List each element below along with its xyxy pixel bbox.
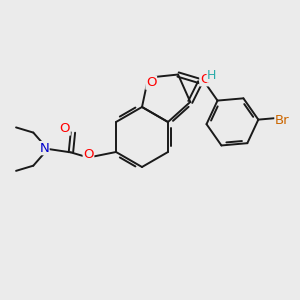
Text: O: O xyxy=(146,76,157,89)
Text: O: O xyxy=(200,73,210,86)
Text: H: H xyxy=(207,69,217,82)
Text: O: O xyxy=(60,122,70,135)
Text: N: N xyxy=(39,142,49,154)
Text: O: O xyxy=(83,148,94,161)
Text: Br: Br xyxy=(275,114,290,127)
